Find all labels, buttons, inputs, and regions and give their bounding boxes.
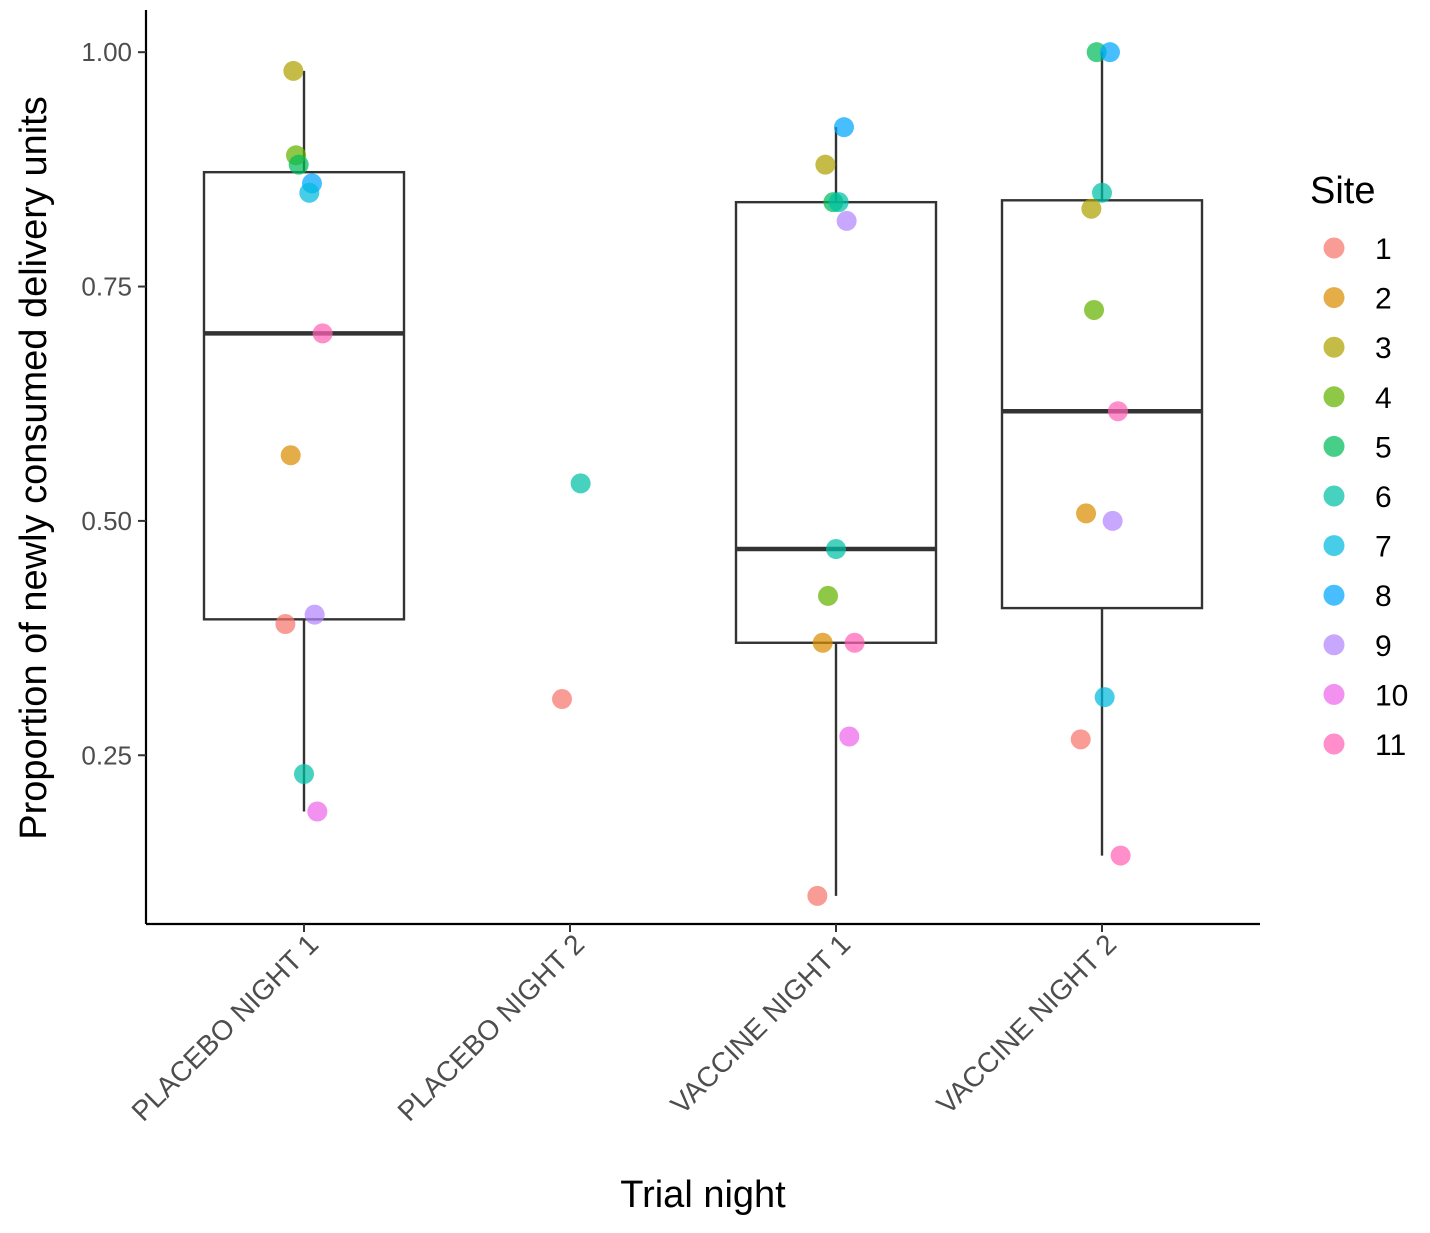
x-category-label: PLACEBO NIGHT 1 <box>126 928 325 1127</box>
plot-area <box>202 42 1204 906</box>
data-point <box>815 154 836 175</box>
data-point <box>288 154 309 175</box>
legend-label: 1 <box>1375 233 1392 266</box>
data-point <box>294 764 314 785</box>
data-point <box>1092 182 1112 203</box>
legend-label: 4 <box>1375 382 1392 415</box>
legend-label: 2 <box>1375 283 1392 316</box>
x-category-label: VACCINE NIGHT 2 <box>931 928 1123 1120</box>
legend-swatch <box>1323 435 1345 457</box>
y-tick-label: 0.75 <box>81 272 132 302</box>
legend-label: 10 <box>1375 679 1408 712</box>
legend-swatch <box>1323 287 1345 309</box>
legend-swatch <box>1323 485 1345 507</box>
box <box>734 200 938 644</box>
data-point <box>1084 299 1105 320</box>
legend-label: 5 <box>1375 431 1392 464</box>
legend: Site 1 2 3 4 5 6 7 8 9 10 11 <box>1310 170 1408 762</box>
data-point <box>818 585 839 606</box>
data-point <box>828 192 849 213</box>
data-point <box>836 210 857 231</box>
box <box>1000 199 1204 610</box>
data-point <box>1102 510 1123 531</box>
data-point <box>1076 503 1097 524</box>
legend-swatch <box>1323 733 1345 755</box>
x-category-label: PLACEBO NIGHT 2 <box>392 928 591 1127</box>
data-point <box>833 117 854 138</box>
data-point <box>844 632 865 653</box>
data-point <box>570 473 591 494</box>
legend-label: 7 <box>1375 531 1392 564</box>
data-point <box>1110 845 1131 866</box>
legend-swatch <box>1323 584 1345 606</box>
data-point <box>275 614 296 635</box>
data-point <box>826 539 846 560</box>
legend-label: 11 <box>1375 729 1406 762</box>
y-axis-title: Proportion of newly consumed delivery un… <box>13 96 55 840</box>
legend-swatch <box>1323 634 1345 656</box>
data-point <box>552 689 573 710</box>
y-tick-label: 0.50 <box>81 506 132 536</box>
data-point <box>304 604 325 625</box>
box <box>202 170 406 621</box>
legend-swatch <box>1323 683 1345 705</box>
data-point <box>280 445 301 466</box>
data-point <box>1081 198 1102 219</box>
legend-title: Site <box>1310 170 1375 212</box>
data-point <box>312 323 333 344</box>
data-point <box>812 632 833 653</box>
y-tick-label: 0.25 <box>81 740 132 770</box>
legend-swatch <box>1323 237 1345 259</box>
legend-label: 9 <box>1375 630 1392 663</box>
legend-label: 8 <box>1375 580 1392 613</box>
data-point <box>307 801 328 822</box>
data-point <box>1107 401 1128 422</box>
data-point <box>283 60 304 81</box>
data-point <box>299 182 320 203</box>
data-point <box>839 726 860 747</box>
legend-label: 6 <box>1375 481 1392 514</box>
y-tick-label: 1.00 <box>81 37 132 67</box>
data-point <box>1070 729 1091 750</box>
data-point <box>1099 42 1120 63</box>
legend-swatch <box>1323 535 1345 557</box>
legend-swatch <box>1323 336 1345 358</box>
data-point <box>807 885 828 906</box>
data-point <box>1094 687 1115 708</box>
x-category-label: VACCINE NIGHT 1 <box>665 928 857 1120</box>
x-axis-title: Trial night <box>620 1174 786 1216</box>
legend-label: 3 <box>1375 332 1392 365</box>
legend-swatch <box>1323 386 1345 408</box>
